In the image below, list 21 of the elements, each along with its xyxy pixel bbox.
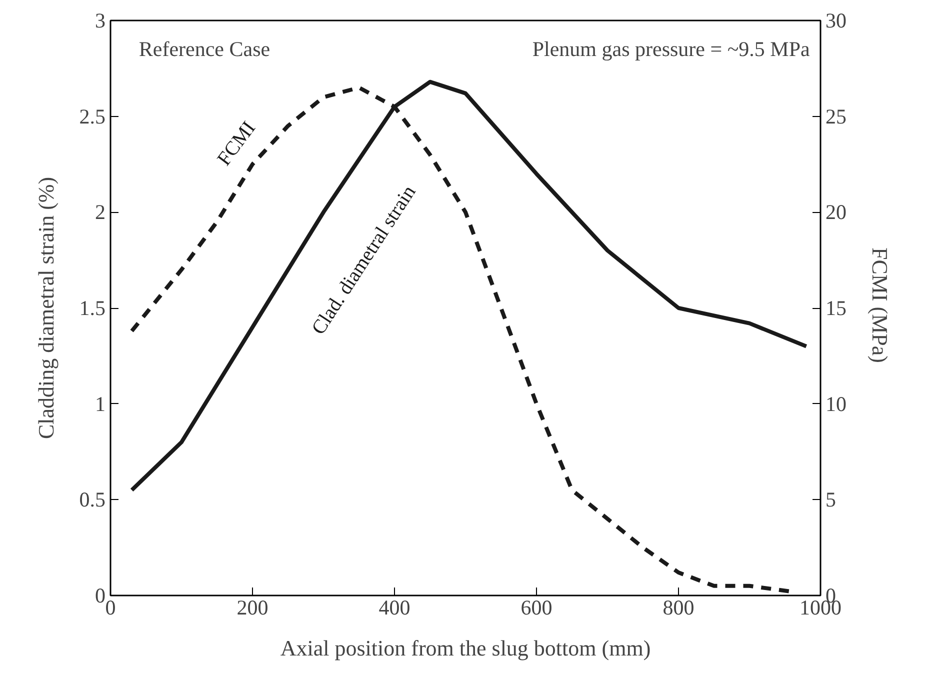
x-tick-label: 600: [520, 596, 552, 620]
y2-tick-label: 5: [826, 488, 836, 512]
y-tick-label: 1: [95, 392, 106, 416]
x-tick-label: 800: [662, 596, 694, 620]
y-axis-title: Cladding diametral strain (%): [33, 176, 58, 440]
y2-tick-label: 30: [826, 8, 846, 32]
annotation: Reference Case: [138, 36, 270, 61]
annotation: Plenum gas pressure = ~9.5 MPa: [532, 36, 811, 61]
y-tick-label: 2: [95, 200, 106, 224]
y-tick-label: 0.5: [79, 488, 106, 512]
y2-tick-label: 15: [826, 296, 846, 320]
y2-tick-label: 20: [826, 200, 846, 224]
y-tick-label: 1.5: [79, 296, 106, 320]
x-tick-label: 200: [236, 596, 268, 620]
y2-tick-label: 10: [826, 392, 846, 416]
x-axis-title: Axial position from the slug bottom (mm): [280, 636, 651, 660]
y2-tick-label: 25: [826, 104, 846, 128]
x-tick-label: 400: [378, 596, 410, 620]
y2-axis-title: FCMI (MPa): [868, 247, 892, 364]
y-tick-label: 2.5: [79, 104, 106, 128]
y-tick-label: 3: [95, 8, 106, 32]
